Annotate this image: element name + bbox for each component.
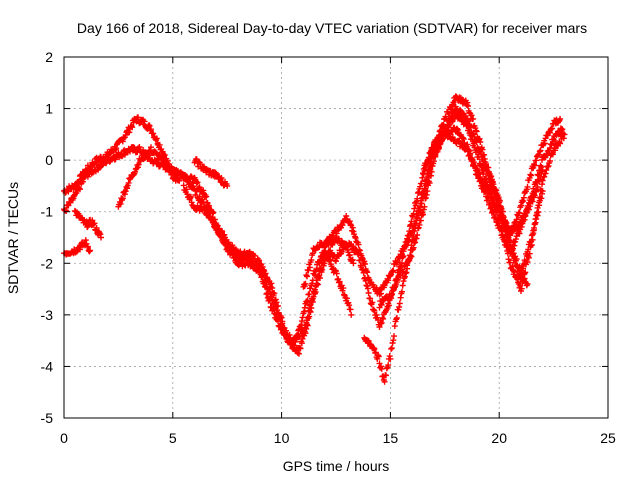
y-tick-label: 2 [45,49,53,65]
plus-markers [191,156,231,189]
plus-markers [71,207,104,241]
y-tick-label: -5 [41,410,54,426]
y-axis-label: SDTVAR / TECUs [5,182,21,294]
plus-markers [485,115,564,239]
y-tick-label: -4 [41,358,54,374]
x-tick-label: 5 [169,430,177,446]
series-track-4 [71,207,104,241]
series-track-6 [191,156,231,189]
x-tick-label: 0 [60,430,68,446]
axis-ticks [63,56,609,419]
x-tick-label: 25 [600,430,616,446]
chart-title: Day 166 of 2018, Sidereal Day-to-day VTE… [77,20,587,36]
y-tick-label: -3 [41,307,54,323]
x-tick-label: 20 [491,430,507,446]
y-tick-label: -1 [41,204,54,220]
tick-labels: 0 5 10 15 20 25 -5 -4 -3 -2 -1 0 1 2 [41,49,616,446]
y-tick-label: 0 [45,152,53,168]
series-track-7 [180,182,357,346]
x-tick-label: 15 [383,430,399,446]
plus-markers [180,182,357,346]
x-tick-label: 10 [274,430,290,446]
plot-frame [63,56,609,419]
y-tick-label: -2 [41,255,54,271]
y-tick-label: 1 [45,101,53,117]
series-track-13 [485,115,564,239]
x-axis-label: GPS time / hours [283,458,390,474]
